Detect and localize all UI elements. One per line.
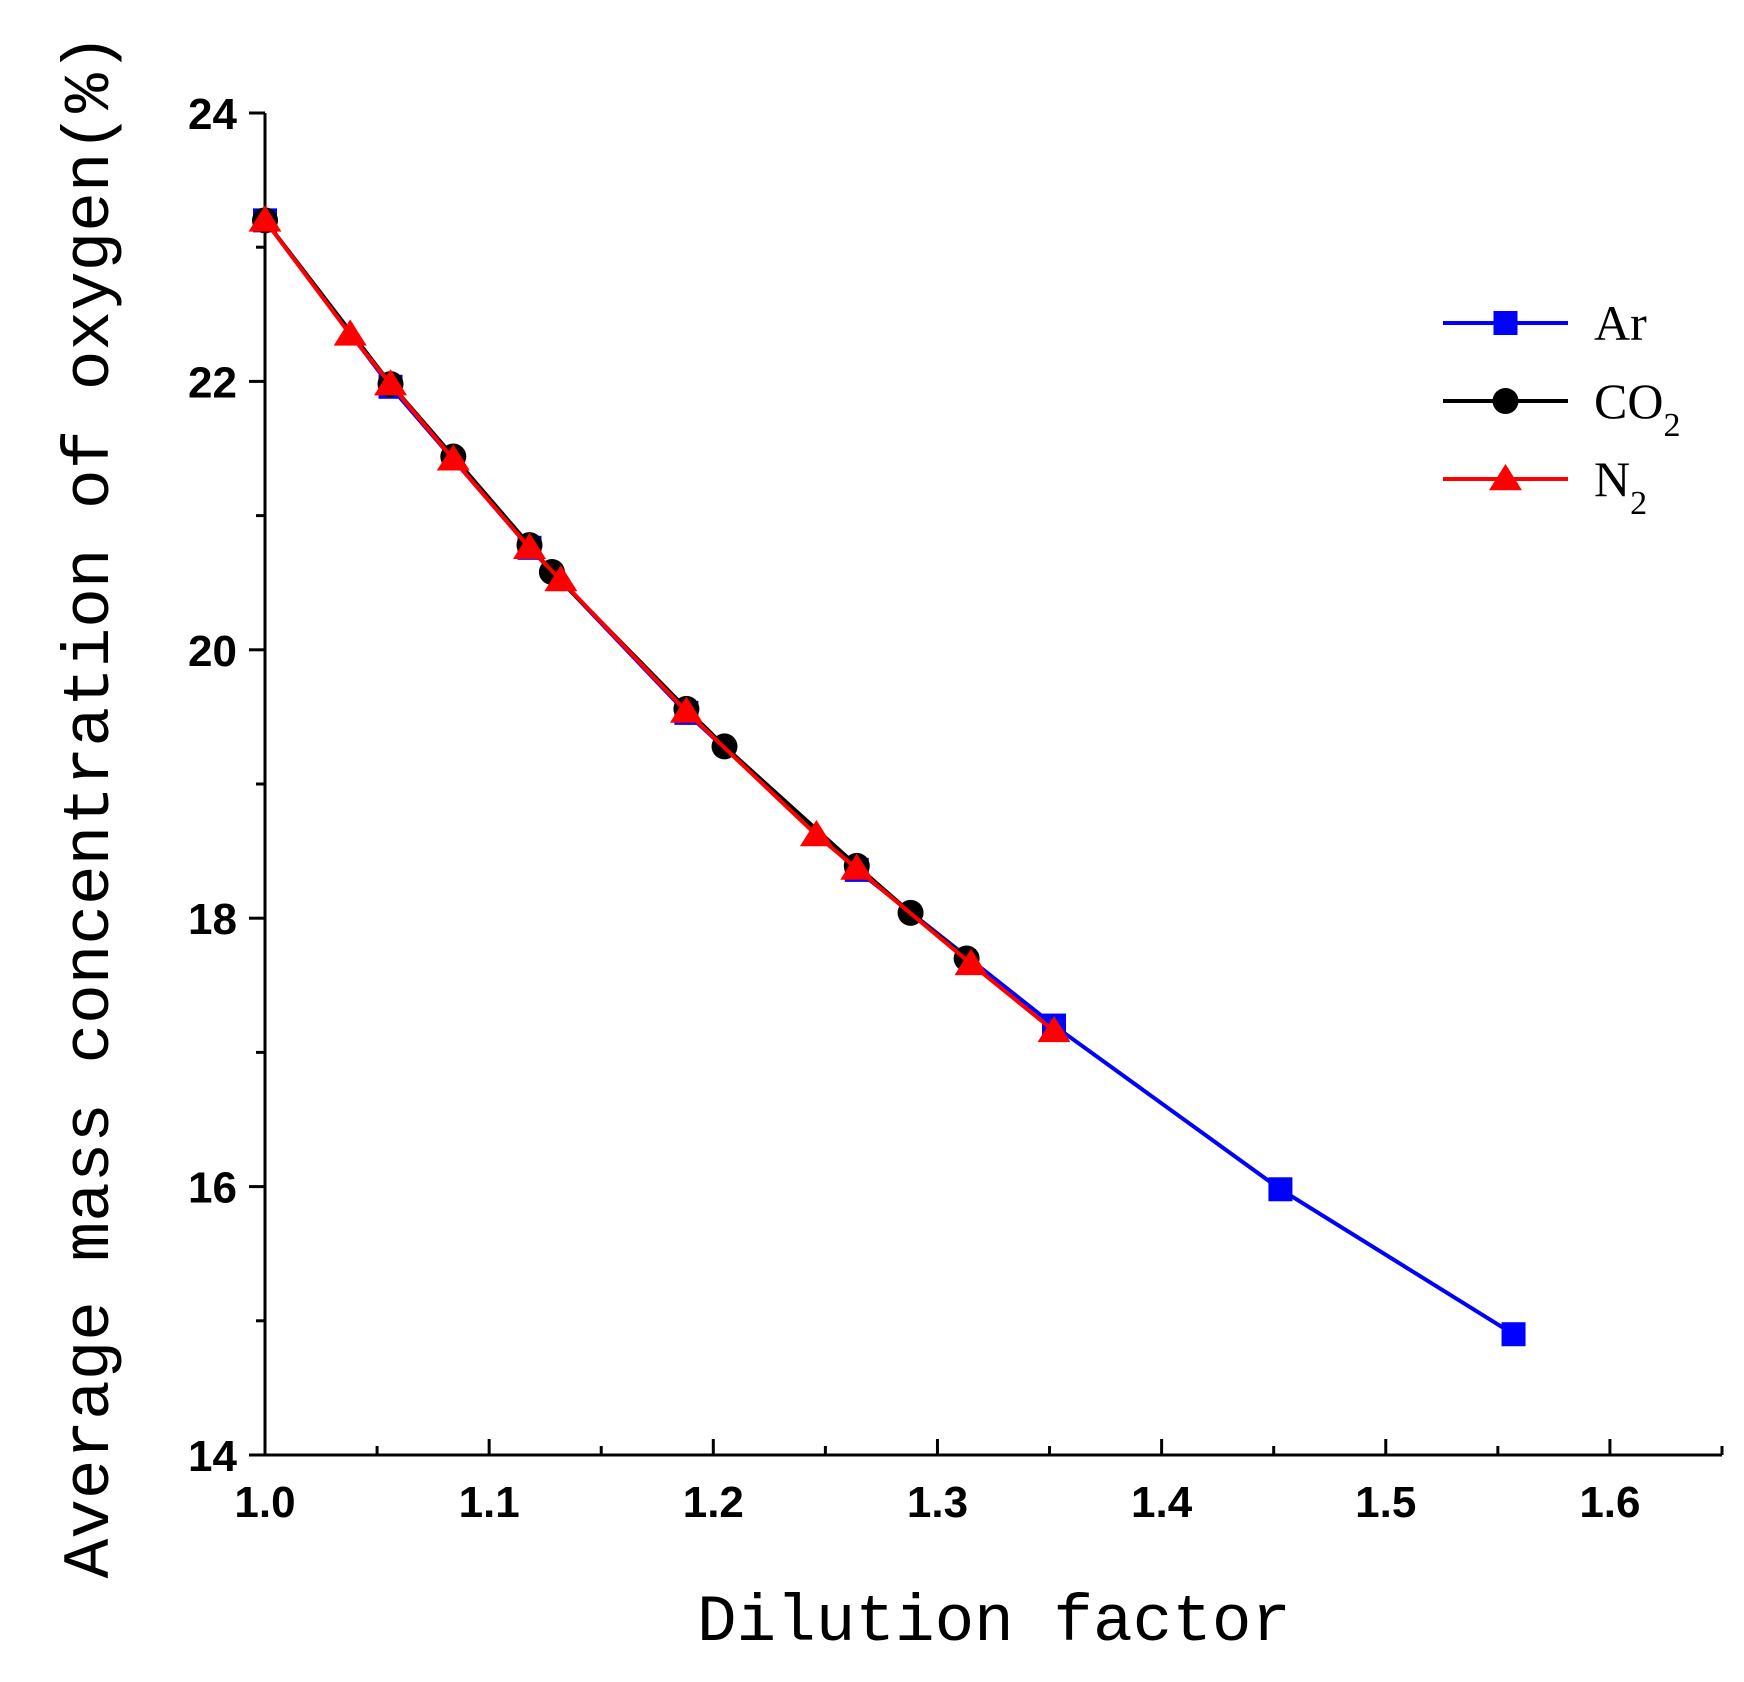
series-line-co2 [263, 219, 968, 961]
x-tick-label: 1.0 [234, 1478, 295, 1527]
data-point-n2 [1037, 1015, 1071, 1043]
series-co2 [252, 207, 980, 972]
x-axis-title: Dilution factor [697, 1585, 1291, 1660]
y-tick-label: 20 [188, 627, 237, 676]
x-tick-label: 1.1 [459, 1478, 520, 1527]
x-tick-label: 1.3 [907, 1478, 968, 1527]
y-axis-title: Average mass concentration of oxygen(%) [53, 34, 128, 1579]
ticks: 1.0 1.1 1.2 1.3 1.4 1.5 1.6 14 16 18 20 22 24 [188, 90, 1724, 1527]
series-n2 [248, 205, 1071, 1043]
data-point-n2 [544, 565, 578, 592]
data-point-n2 [840, 853, 874, 880]
data-point-n2 [436, 444, 470, 471]
data-point-n2 [333, 319, 367, 346]
y-tick-label: 14 [188, 1432, 237, 1481]
legend-marker [1492, 388, 1519, 414]
data-point-n2 [374, 369, 408, 396]
legend-item-n2: N2 [1443, 451, 1647, 522]
x-tick-label: 1.5 [1355, 1478, 1416, 1527]
x-tick-label: 1.6 [1579, 1478, 1640, 1527]
y-tick-label: 16 [188, 1164, 237, 1213]
data-point-n2 [799, 819, 833, 847]
data-point-n2 [669, 696, 703, 723]
legend-item-co2: CO2 [1443, 373, 1680, 444]
series-line-ar [263, 219, 1515, 1336]
data-point-ar [1501, 1322, 1526, 1347]
series-ar [253, 208, 1526, 1347]
y-tick-label: 22 [188, 358, 237, 407]
series-layer [248, 205, 1526, 1347]
data-point-ar [1268, 1177, 1293, 1202]
y-tick-label: 24 [188, 90, 237, 139]
series-line-n2 [263, 219, 1056, 1033]
data-point-n2 [954, 948, 988, 976]
legend-item-ar: Ar [1443, 295, 1647, 351]
data-point-n2 [248, 205, 282, 232]
legend-marker [1493, 311, 1518, 335]
legend-label: Ar [1594, 295, 1647, 351]
y-tick-label: 18 [188, 895, 237, 944]
data-point-n2 [513, 532, 547, 560]
x-tick-label: 1.2 [683, 1478, 744, 1527]
x-tick-label: 1.4 [1131, 1478, 1193, 1527]
legend-label: CO2 [1594, 373, 1680, 444]
legend-marker [1489, 464, 1522, 491]
legend-label: N2 [1594, 451, 1647, 522]
